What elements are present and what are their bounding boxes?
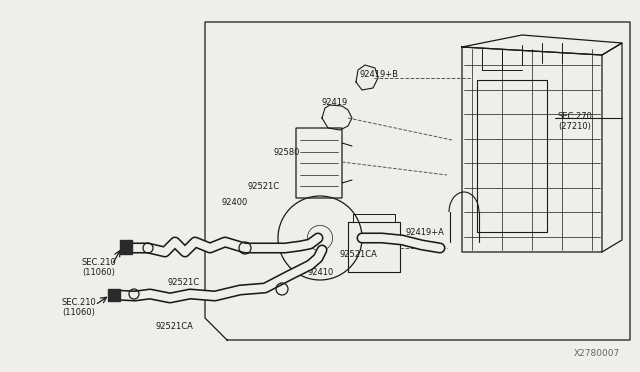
Text: 92521CA: 92521CA [155,322,193,331]
Text: 92419+A: 92419+A [405,228,444,237]
Text: 92410: 92410 [308,268,334,277]
Text: a.o: a.o [310,238,321,244]
Text: 92419+B: 92419+B [360,70,399,79]
Text: SEC.210
(11060): SEC.210 (11060) [62,298,97,317]
Bar [120,240,132,254]
Text: 92419: 92419 [322,98,348,107]
Text: 92521CA: 92521CA [340,250,378,259]
Text: 92400: 92400 [222,198,248,207]
Text: 92580: 92580 [274,148,300,157]
Text: SEC.210
(11060): SEC.210 (11060) [82,258,116,278]
Text: 92521C: 92521C [168,278,200,287]
Bar [108,289,120,301]
Text: SEC.270
(27210): SEC.270 (27210) [558,112,593,131]
Text: X2780007: X2780007 [573,349,620,358]
Text: 92521C: 92521C [247,182,279,191]
